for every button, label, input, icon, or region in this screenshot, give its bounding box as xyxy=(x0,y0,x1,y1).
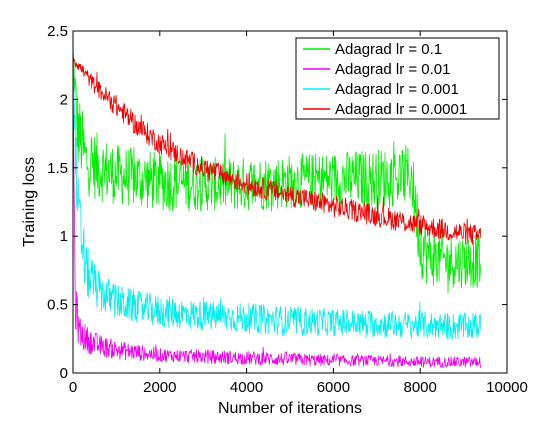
x-tick-label: 2000 xyxy=(143,379,176,396)
y-tick-label: 1 xyxy=(60,228,68,245)
legend-entry: Adagrad lr = 0.001 xyxy=(303,81,459,98)
legend-entry: Adagrad lr = 0.1 xyxy=(303,41,442,58)
legend: Adagrad lr = 0.1 Adagrad lr = 0.01 Adagr… xyxy=(295,37,500,120)
series-line-2 xyxy=(72,58,482,340)
y-tick-label: 0 xyxy=(60,365,68,382)
x-tick-label: 10000 xyxy=(486,379,528,396)
y-tick-label: 1.5 xyxy=(47,160,68,177)
x-axis-title: Number of iterations xyxy=(218,400,362,417)
y-tick-label: 2.5 xyxy=(47,23,68,40)
x-tick-label: 4000 xyxy=(230,379,263,396)
series-line-3 xyxy=(72,58,482,245)
legend-entry: Adagrad lr = 0.0001 xyxy=(303,101,467,118)
legend-box xyxy=(295,37,500,120)
axes-box xyxy=(72,30,508,374)
labels-layer: Number of iterations Training loss xyxy=(21,157,362,417)
y-tick-label: 0.5 xyxy=(47,297,68,314)
x-tick-label: 0 xyxy=(69,379,77,396)
series-layer xyxy=(72,49,482,368)
plot-area: 0 2000 4000 6000 8000 10000 0 0.5 1 1.5 2 2.5 xyxy=(47,23,528,396)
y-axis-title: Training loss xyxy=(21,157,38,247)
y-tick-label: 2 xyxy=(60,91,68,108)
legend-label-0: Adagrad lr = 0.1 xyxy=(335,41,442,58)
legend-entry: Adagrad lr = 0.01 xyxy=(303,61,451,78)
x-tick-label: 8000 xyxy=(404,379,437,396)
series-line-0 xyxy=(72,49,482,294)
legend-label-2: Adagrad lr = 0.001 xyxy=(335,81,459,98)
legend-label-3: Adagrad lr = 0.0001 xyxy=(335,101,467,118)
x-tick-label: 6000 xyxy=(317,379,350,396)
legend-label-1: Adagrad lr = 0.01 xyxy=(335,61,451,78)
ticks-layer: 0 2000 4000 6000 8000 10000 0 0.5 1 1.5 2 2.5 xyxy=(47,23,528,396)
series-line-1 xyxy=(72,51,482,368)
